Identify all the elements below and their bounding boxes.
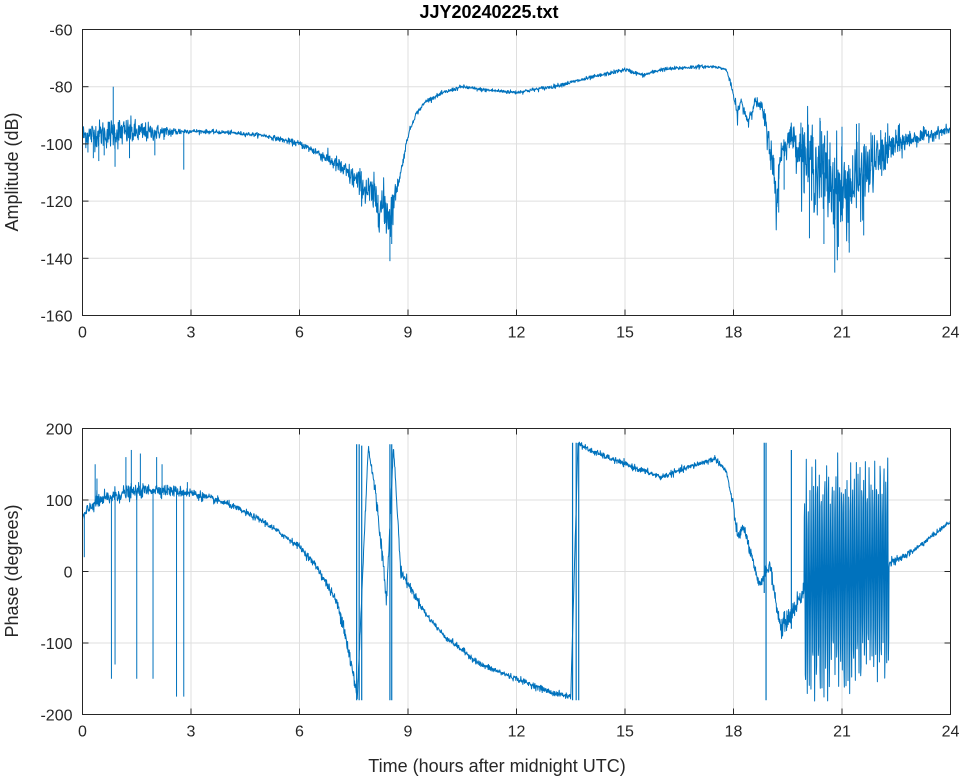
amplitude-xtick-label: 21 xyxy=(833,325,851,342)
amplitude-ytick-label: -140 xyxy=(40,251,72,268)
phase-ytick-label: 0 xyxy=(64,565,73,582)
amplitude-ylabel: Amplitude (dB) xyxy=(2,112,22,231)
phase-trace xyxy=(82,441,951,702)
phase-trace-group xyxy=(82,441,951,702)
phase-ytick-label: -100 xyxy=(40,636,72,653)
phase-xtick-label: 15 xyxy=(616,724,634,741)
amplitude-xtick-label: 15 xyxy=(616,325,634,342)
amplitude-xtick-label: 12 xyxy=(508,325,526,342)
amplitude-trace-group xyxy=(82,64,951,273)
phase-xtick-label: 9 xyxy=(404,724,413,741)
phase-xtick-label: 6 xyxy=(295,724,304,741)
amplitude-ytick-label: -160 xyxy=(40,309,72,326)
amplitude-xtick-label: 3 xyxy=(187,325,196,342)
phase-ticks: 0 3 6 9 12 15 18 21 24 -200 -100 0 100 200 xyxy=(40,422,959,741)
phase-xtick-label: 18 xyxy=(725,724,743,741)
amplitude-ticks: 0 3 6 9 12 15 18 21 24 -160 -140 -120 -100 -80 -60 xyxy=(40,23,959,342)
amplitude-ytick-label: -100 xyxy=(40,137,72,154)
phase-xtick-label: 12 xyxy=(508,724,526,741)
amplitude-xtick-label: 18 xyxy=(725,325,743,342)
phase-ytick-label: 200 xyxy=(46,422,73,439)
time-xlabel: Time (hours after midnight UTC) xyxy=(368,756,625,776)
amplitude-xtick-label: 6 xyxy=(295,325,304,342)
phase-xtick-label: 0 xyxy=(78,724,87,741)
phase-xtick-label: 3 xyxy=(187,724,196,741)
amplitude-ytick-label: -120 xyxy=(40,194,72,211)
amplitude-xtick-label: 0 xyxy=(78,325,87,342)
amplitude-ytick-label: -80 xyxy=(49,80,72,97)
phase-ytick-label: 100 xyxy=(46,493,73,510)
phase-xtick-label: 24 xyxy=(942,724,960,741)
phase-ylabel: Phase (degrees) xyxy=(2,504,22,637)
amplitude-axes: 0 3 6 9 12 15 18 21 24 -160 -140 -120 -100 -80 -60 Amp… xyxy=(2,23,960,342)
phase-ytick-label: -200 xyxy=(40,708,72,725)
chart-title: JJY20240225.txt xyxy=(419,2,558,22)
phase-axes: 0 3 6 9 12 15 18 21 24 -200 -100 0 100 200 Phase (deg… xyxy=(2,422,960,777)
amplitude-xtick-label: 24 xyxy=(942,325,960,342)
amplitude-xtick-label: 9 xyxy=(404,325,413,342)
amplitude-ytick-label: -60 xyxy=(49,23,72,40)
phase-xtick-label: 21 xyxy=(833,724,851,741)
amplitude-trace xyxy=(82,64,951,261)
